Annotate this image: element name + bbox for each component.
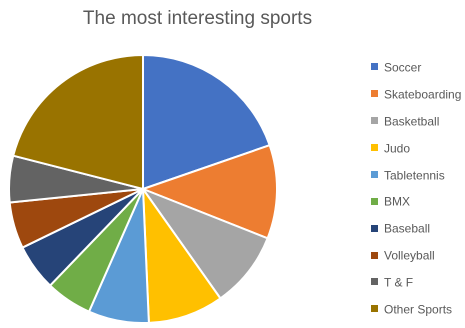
legend-item-t-and-f: T & F <box>371 274 465 301</box>
legend-label: Basketball <box>384 114 440 129</box>
legend-label: Volleyball <box>384 248 435 263</box>
legend-label: Other Sports <box>384 302 453 317</box>
legend-swatch <box>371 278 378 286</box>
legend-label: Baseball <box>384 221 431 236</box>
legend-item-tabletennis: Tabletennis <box>371 167 465 194</box>
legend-swatch <box>371 144 378 151</box>
legend-swatch <box>371 117 378 125</box>
legend-item-baseball: Baseball <box>371 220 465 247</box>
pie-slice-other-sports <box>12 54 144 190</box>
legend-item-basketball: Basketball <box>371 113 465 140</box>
legend-item-other-sports: Other Sports <box>371 301 465 328</box>
legend-item-bmx: BMX <box>371 193 465 220</box>
legend-item-volleyball: Volleyball <box>371 247 465 274</box>
chart-title: The most interesting sports <box>82 8 313 29</box>
legend-label: T & F <box>384 275 414 290</box>
legend-item-soccer: Soccer <box>371 59 465 86</box>
legend-swatch <box>371 197 378 205</box>
legend-swatch <box>371 224 378 232</box>
legend-label: BMX <box>384 194 411 209</box>
legend-item-skateboarding: Skateboarding <box>371 86 465 113</box>
pie-slice-skateboarding <box>142 144 278 240</box>
legend-swatch <box>371 63 378 71</box>
legend-item-judo: Judo <box>371 140 465 167</box>
chart-legend: Soccer Skateboarding Basketball Judo Tablete… <box>371 59 465 328</box>
legend-swatch <box>371 170 378 178</box>
legend-label: Tabletennis <box>384 167 445 182</box>
legend-label: Skateboarding <box>384 87 462 102</box>
pie-slice-judo <box>142 188 222 322</box>
legend-label: Soccer <box>384 60 422 75</box>
legend-swatch <box>371 251 378 259</box>
legend-label: Judo <box>384 141 411 155</box>
legend-swatch <box>371 305 378 313</box>
pie-slice-basketball <box>142 188 269 300</box>
legend-swatch <box>371 90 378 98</box>
